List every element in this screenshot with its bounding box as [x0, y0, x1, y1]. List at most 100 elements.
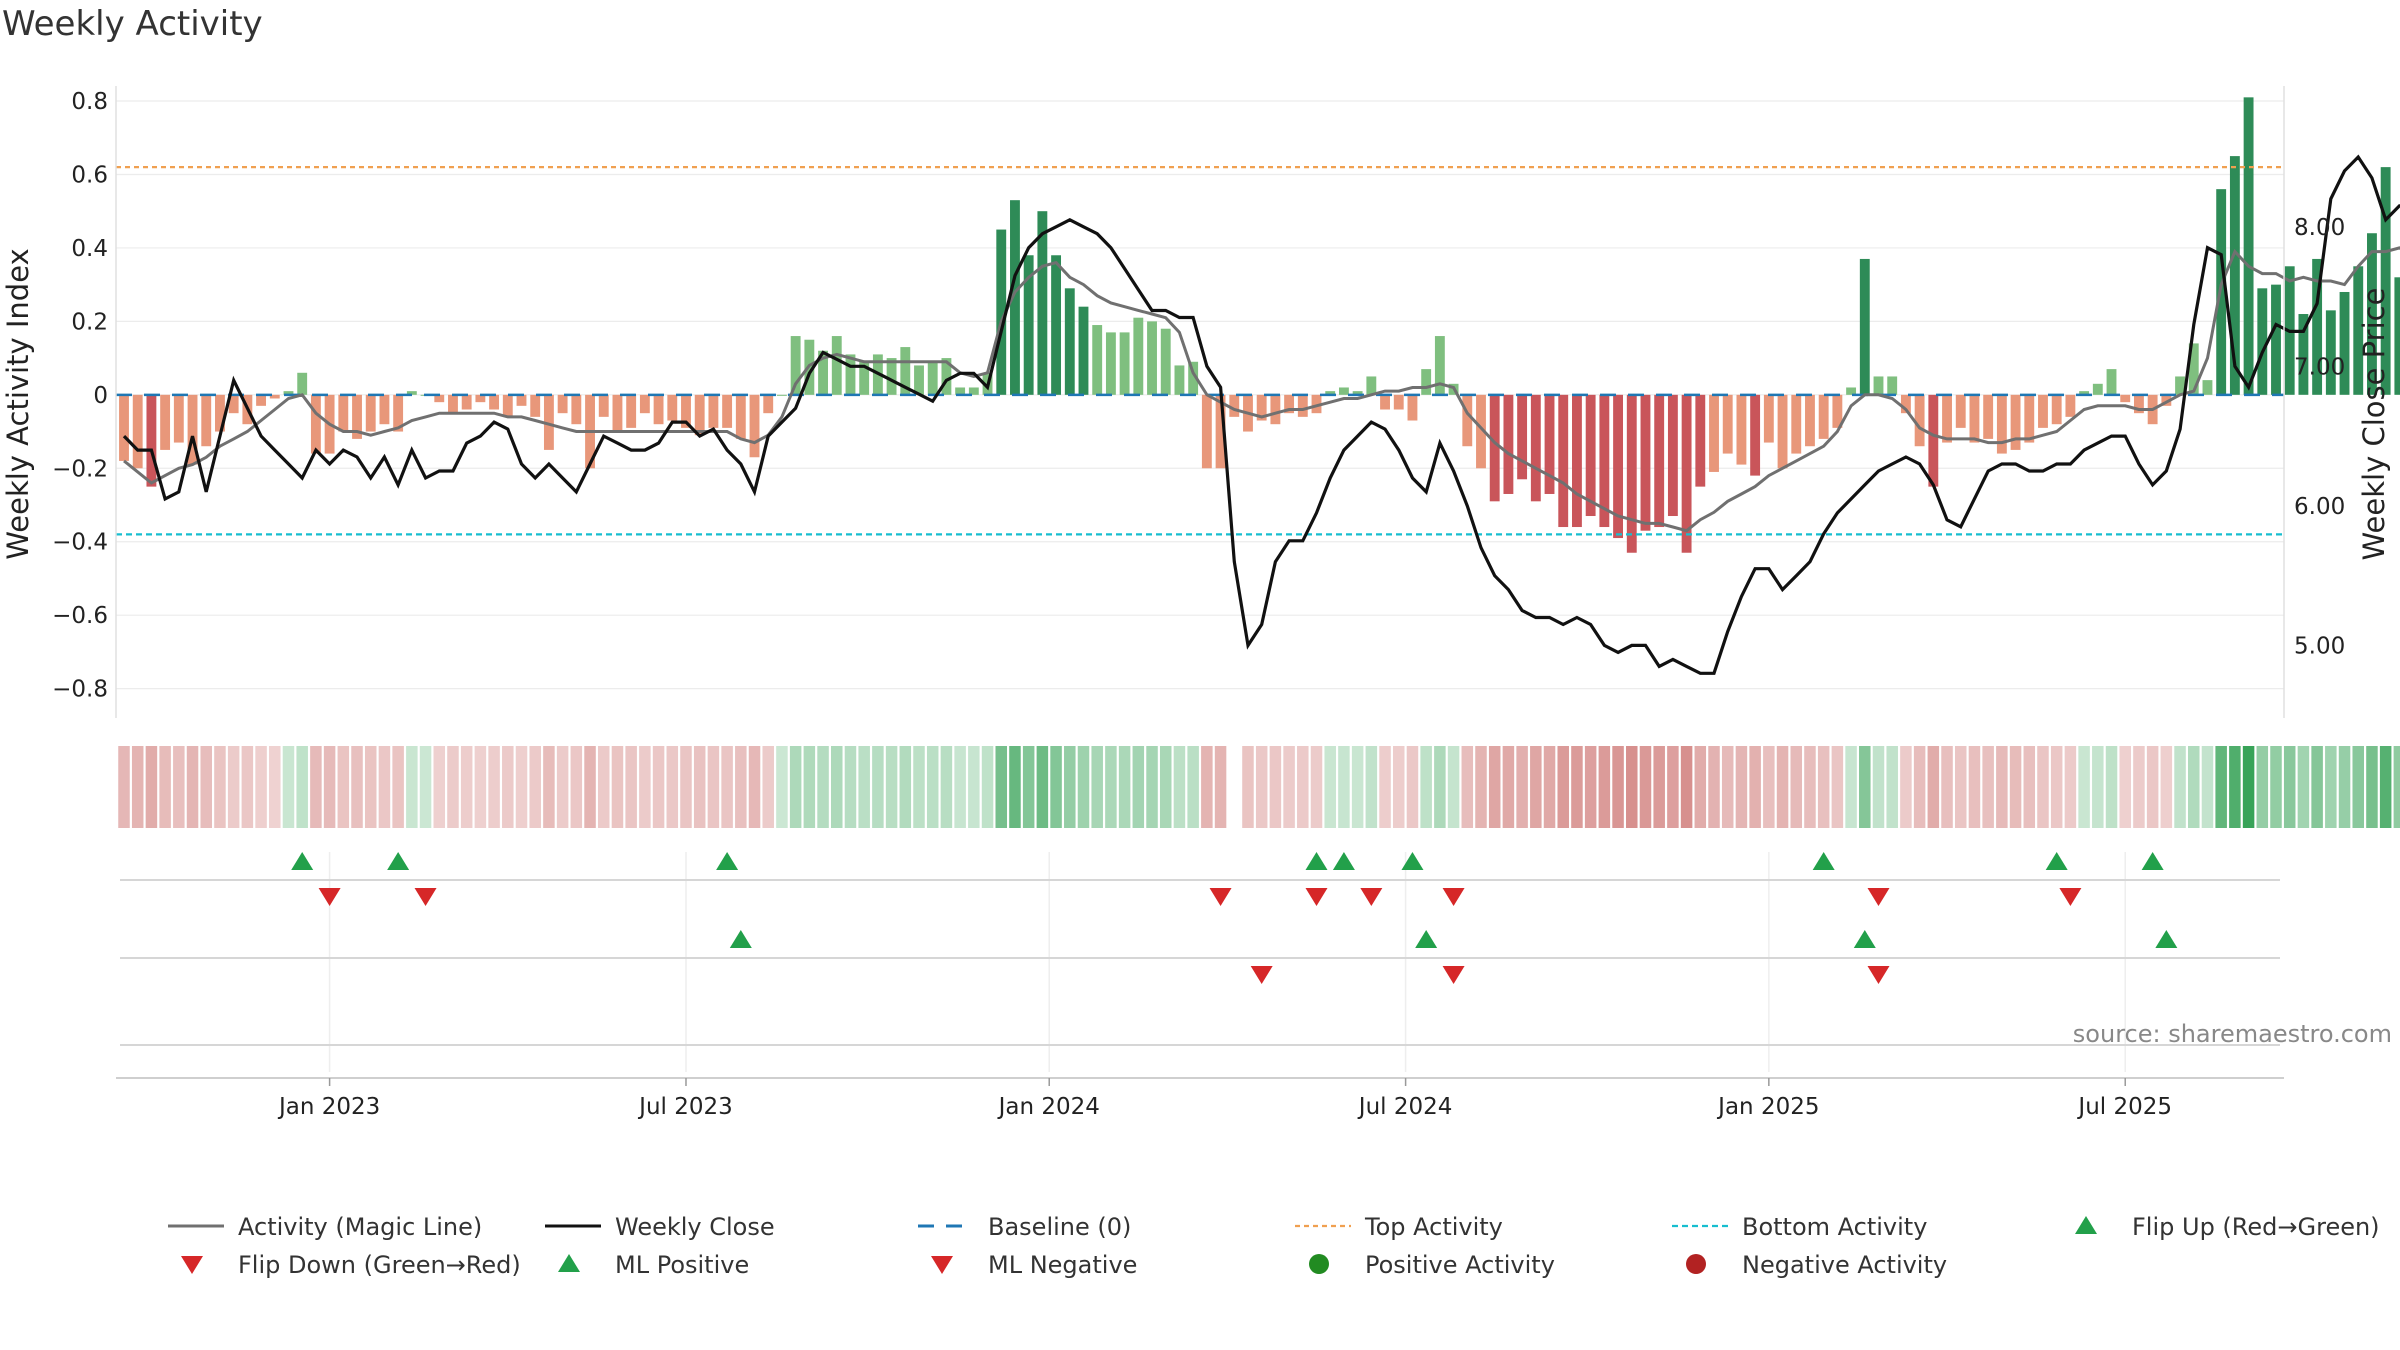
heat-cell	[186, 746, 199, 828]
heat-cell	[159, 746, 171, 828]
ml-down-marker	[1442, 966, 1465, 984]
heat-cell	[2229, 746, 2241, 828]
heat-cell	[1845, 746, 1857, 828]
heat-cell	[1310, 746, 1323, 828]
activity-heat-strip	[118, 746, 2400, 828]
heat-cell	[1694, 746, 1707, 828]
heat-cell	[2105, 746, 2118, 828]
flip-down-marker	[1867, 888, 1890, 906]
legend-label: ML Negative	[988, 1251, 1137, 1279]
activity-bar	[598, 394, 609, 417]
x-tick-label: Jan 2023	[277, 1094, 380, 1120]
activity-bar	[900, 347, 911, 395]
grid	[116, 100, 2284, 690]
heat-cell	[241, 746, 254, 828]
heat-cell	[1173, 746, 1186, 828]
activity-bar	[461, 394, 472, 410]
activity-bar	[2312, 258, 2323, 395]
activity-bar	[215, 394, 225, 432]
activity-bar	[1338, 387, 1349, 395]
heat-cell	[2009, 746, 2022, 828]
heat-cell	[419, 746, 432, 828]
activity-bar	[1489, 394, 1500, 502]
heat-cell	[1941, 746, 1953, 828]
activity-bar	[831, 336, 842, 395]
activity-bar	[749, 394, 760, 458]
activity-bar	[406, 391, 417, 395]
heat-cell	[803, 746, 816, 828]
ml-up-marker	[1853, 930, 1876, 948]
heat-cell	[1488, 746, 1501, 828]
legend-item-posact: Positive Activity	[1309, 1251, 1555, 1279]
heat-cell	[735, 746, 747, 828]
legend: Activity (Magic Line) Weekly Close Baselin…	[168, 1213, 2380, 1279]
activity-bar	[2133, 394, 2144, 414]
heat-cell	[1338, 746, 1350, 828]
activity-bar	[681, 394, 691, 428]
flip-down-marker	[1442, 888, 1465, 906]
legend-item-negact: Negative Activity	[1686, 1251, 1947, 1279]
activity-bar	[352, 394, 362, 439]
ml-up-marker	[2155, 930, 2178, 948]
activity-bar	[653, 394, 664, 425]
heat-cell	[2379, 746, 2392, 828]
heat-cell	[1982, 746, 1994, 828]
ml-down-marker	[1250, 966, 1273, 984]
heat-cell	[1105, 746, 1117, 828]
heat-cell	[1118, 746, 1131, 828]
activity-bar	[2092, 383, 2103, 395]
heat-cell	[1859, 746, 1871, 828]
heat-cell	[1557, 746, 1569, 828]
activity-bar	[1256, 394, 1267, 421]
heat-cell	[885, 746, 898, 828]
heat-cell	[2050, 746, 2063, 828]
legend-item-close: Weekly Close	[545, 1213, 775, 1241]
heat-cell	[1461, 746, 1474, 828]
activity-bar	[489, 394, 500, 410]
heat-cell	[310, 746, 322, 828]
activity-bar	[2257, 288, 2268, 395]
heat-cell	[1077, 746, 1090, 828]
heat-cell	[2092, 746, 2104, 828]
activity-bar	[968, 387, 979, 395]
y-right-tick-label: 6.00	[2294, 494, 2345, 520]
heat-cell	[1584, 746, 1597, 828]
heat-cell	[2078, 746, 2090, 828]
heat-cell	[597, 746, 610, 828]
activity-bar	[1119, 332, 1130, 395]
legend-item-flipup: Flip Up (Red→Green)	[2075, 1213, 2380, 1241]
activity-bar	[2065, 394, 2076, 417]
heat-cell	[1530, 746, 1542, 828]
activity-bar	[1010, 200, 1020, 395]
activity-bar	[2325, 310, 2336, 395]
heat-cell	[707, 746, 720, 828]
signal-panels	[120, 852, 2280, 1072]
activity-bar	[1215, 394, 1226, 469]
flip-down-marker	[1360, 888, 1383, 906]
heat-cell	[831, 746, 843, 828]
heat-cell	[1351, 746, 1364, 828]
heat-cell	[1009, 746, 1021, 828]
activity-bar	[2271, 284, 2281, 395]
heat-cell	[1927, 746, 1940, 828]
activity-bar	[2175, 376, 2185, 395]
heat-cell	[570, 746, 583, 828]
activity-bar	[2243, 97, 2254, 395]
activity-bar	[1133, 317, 1144, 395]
activity-bar	[146, 394, 157, 487]
heat-cell	[1680, 746, 1693, 828]
legend-label: Flip Up (Red→Green)	[2132, 1213, 2380, 1241]
heat-cell	[2037, 746, 2049, 828]
activity-bar	[297, 372, 308, 395]
flip-down-marker	[1305, 888, 1328, 906]
heat-cell	[639, 746, 651, 828]
activity-bar	[1928, 394, 1939, 487]
flip-up-marker	[291, 852, 314, 870]
heat-cell	[1817, 746, 1830, 828]
heat-cell	[433, 746, 446, 828]
heat-cell	[693, 746, 706, 828]
heat-cell	[940, 746, 953, 828]
heat-cell	[584, 746, 596, 828]
heat-cell	[1365, 746, 1378, 828]
